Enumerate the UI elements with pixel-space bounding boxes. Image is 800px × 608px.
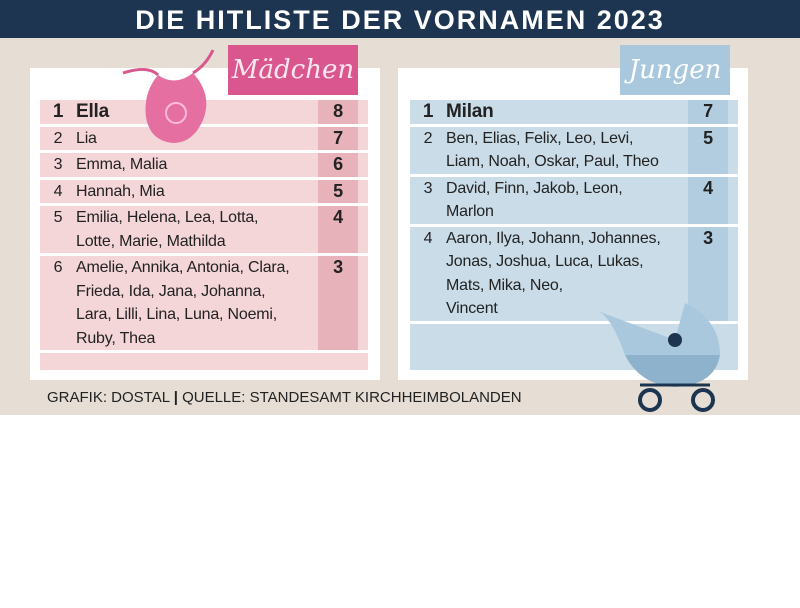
count: 8 <box>318 100 358 124</box>
name-line: Emilia, Helena, Lea, Lotta, <box>76 209 259 226</box>
table-row: 6 Amelie, Annika, Antonia, Clara, Frieda, … <box>40 256 368 353</box>
rank: 3 <box>53 156 63 173</box>
source: QUELLE: STANDESAMT KIRCHHEIMBOLANDEN <box>182 389 522 406</box>
names: Aaron, Ilya, Johann, Johannes, Jonas, Jos… <box>446 227 688 321</box>
count: 6 <box>318 153 358 177</box>
name-line: Vincent <box>446 300 498 317</box>
names: Ben, Elias, Felix, Leo, Levi, Liam, Noah,… <box>446 127 688 174</box>
rank: 4 <box>423 229 433 247</box>
table-row: 3 Emma, Malia 6 <box>40 153 368 180</box>
names: Lia <box>76 127 318 151</box>
name-line: Lara, Lilli, Lina, Luna, Noemi, <box>76 306 278 323</box>
table-row: 4 Hannah, Mia 5 <box>40 179 368 206</box>
girls-table: 1 Ella 8 2 Lia 7 3 Emma, Malia 6 4 Hannah, Mia 5 5 Em… <box>40 100 368 370</box>
names: David, Finn, Jakob, Leon, Marlon <box>446 177 688 224</box>
name-line: Mats, Mika, Neo, <box>446 276 563 294</box>
footer: GRAFIK: DOSTAL | QUELLE: STANDESAMT KIRC… <box>47 389 522 406</box>
rank: 2 <box>423 129 433 147</box>
girls-label: Mädchen <box>228 45 358 95</box>
name-line: Ella <box>76 101 109 122</box>
name-line: Emma, Malia <box>76 156 168 173</box>
table-row: 1 Milan 7 <box>410 100 738 127</box>
bib-icon <box>122 49 215 143</box>
name-line: Ruby, Thea <box>76 329 156 347</box>
count: 4 <box>318 206 358 253</box>
name-line: Aaron, Ilya, Johann, Johannes, <box>446 229 661 247</box>
table-row: 2 Ben, Elias, Felix, Leo, Levi, Liam, Noah… <box>410 126 738 177</box>
names: Emilia, Helena, Lea, Lotta, Lotte, Marie,… <box>76 206 318 253</box>
name-line: Frieda, Ida, Jana, Johanna, <box>76 282 266 300</box>
count: 3 <box>318 256 358 350</box>
names: Milan <box>446 100 688 124</box>
count: 7 <box>318 126 358 150</box>
count: 5 <box>318 179 358 203</box>
boys-label: Jungen <box>620 45 730 95</box>
count: 7 <box>688 100 728 124</box>
table-row: 4 Aaron, Ilya, Johann, Johannes, Jonas, Jo… <box>410 226 738 324</box>
count: 5 <box>688 126 728 174</box>
name-line: David, Finn, Jakob, Leon, <box>446 179 623 197</box>
count: 4 <box>688 176 728 224</box>
name-line: Marlon <box>446 203 494 220</box>
name-line: Milan <box>446 101 494 122</box>
rank: 6 <box>53 259 63 276</box>
count: 3 <box>688 226 728 321</box>
table-row: 2 Lia 7 <box>40 126 368 153</box>
stroller-icon <box>595 303 720 412</box>
name-line: Liam, Noah, Oskar, Paul, Theo <box>446 153 659 170</box>
rank: 3 <box>423 179 433 197</box>
credit: GRAFIK: DOSTAL <box>47 389 170 406</box>
rank: 4 <box>53 182 63 200</box>
name-line: Amelie, Annika, Antonia, Clara, <box>76 259 290 276</box>
name-line: Lia <box>76 129 97 147</box>
names: Hannah, Mia <box>76 180 318 204</box>
rank: 5 <box>53 209 63 226</box>
name-line: Lotte, Marie, Mathilda <box>76 232 226 250</box>
names: Ella <box>76 100 318 124</box>
table-row: 3 David, Finn, Jakob, Leon, Marlon 4 <box>410 176 738 227</box>
rank: 1 <box>422 101 434 122</box>
title: DIE HITLISTE DER VORNAMEN 2023 <box>0 0 800 38</box>
name-line: Hannah, Mia <box>76 182 165 200</box>
names: Amelie, Annika, Antonia, Clara, Frieda, I… <box>76 256 318 350</box>
table-row: 5 Emilia, Helena, Lea, Lotta, Lotte, Marie… <box>40 206 368 256</box>
rank: 1 <box>52 101 64 122</box>
table-row: 1 Ella 8 <box>40 100 368 127</box>
names: Emma, Malia <box>76 153 318 177</box>
name-line: Jonas, Joshua, Luca, Lukas, <box>446 253 644 270</box>
rank: 2 <box>53 129 63 147</box>
name-line: Ben, Elias, Felix, Leo, Levi, <box>446 129 634 147</box>
